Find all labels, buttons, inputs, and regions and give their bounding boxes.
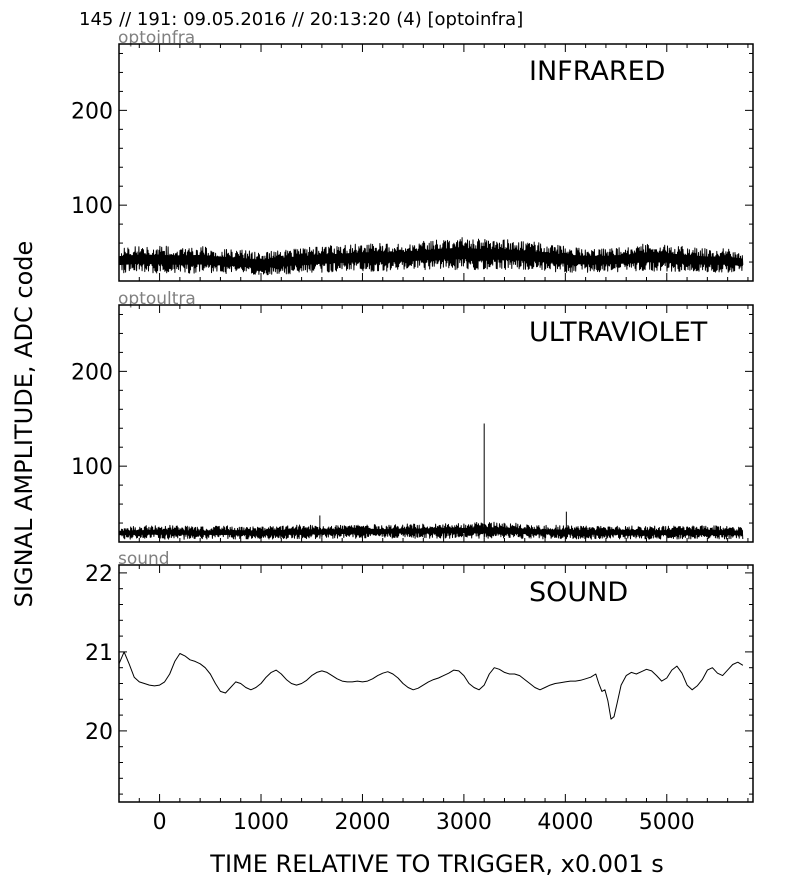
infrared-plot-frame [118,43,754,282]
sound-panel: sound SOUND 20 21 22 0 1000 2000 3000 4000 5000 [85,549,754,835]
sound-ytick-label: 20 [85,720,113,745]
ultraviolet-ytick-label: 100 [71,455,113,480]
figure-title: 145 // 191: 09.05.2016 // 20:13:20 (4) [… [79,9,523,30]
infrared-panel: optoinfra INFRARED 100 200 [71,28,754,282]
sound-ytick-label: 22 [85,562,113,587]
ultraviolet-panel-title: ULTRAVIOLET [529,317,708,348]
sound-xtick-label: 5000 [639,810,695,835]
sound-ytick-label: 21 [85,641,113,666]
y-axis-label: SIGNAL AMPLITUDE, ADC code [10,241,38,608]
sound-xtick-label: 4000 [537,810,593,835]
sound-xtick-label: 1000 [233,810,289,835]
sound-xtick-label: 0 [153,810,167,835]
sound-panel-title: SOUND [529,577,628,608]
infrared-panel-title: INFRARED [529,56,665,87]
infrared-ytick-label: 200 [71,99,113,124]
ultraviolet-trace-core [119,527,743,536]
sound-trace [118,651,744,720]
sound-plot-frame [118,564,754,803]
ultraviolet-panel-tag: optoultra [118,289,196,309]
sound-xtick-label: 3000 [436,810,492,835]
sound-xtick-label: 2000 [334,810,390,835]
ultraviolet-panel: optoultra ULTRAVIOLET 100 200 [71,289,754,543]
x-axis-label: TIME RELATIVE TO TRIGGER, x0.001 s [209,850,663,878]
infrared-panel-tag: optoinfra [118,28,195,48]
ultraviolet-plot-frame [118,304,754,543]
infrared-ytick-label: 100 [71,194,113,219]
sound-panel-tag: sound [118,549,170,569]
infrared-trace-core [119,247,743,268]
ultraviolet-ytick-label: 200 [71,360,113,385]
